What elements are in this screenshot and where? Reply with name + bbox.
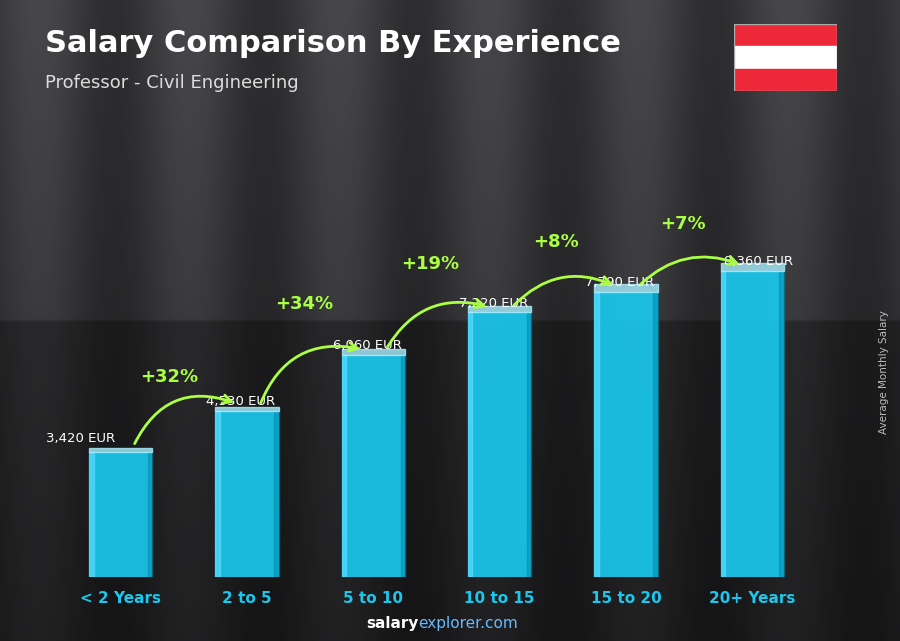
Bar xyxy=(721,271,725,577)
Bar xyxy=(468,312,531,577)
Bar xyxy=(89,452,152,577)
Bar xyxy=(342,349,405,355)
Text: 6,060 EUR: 6,060 EUR xyxy=(333,339,401,352)
Text: 7,220 EUR: 7,220 EUR xyxy=(459,297,528,310)
Text: Professor - Civil Engineering: Professor - Civil Engineering xyxy=(45,74,299,92)
Text: 4,530 EUR: 4,530 EUR xyxy=(206,395,275,408)
Text: explorer.com: explorer.com xyxy=(418,616,518,631)
Bar xyxy=(148,452,152,577)
Bar xyxy=(734,24,837,46)
Bar xyxy=(526,312,531,577)
Bar xyxy=(594,292,598,577)
Bar xyxy=(89,449,152,452)
Text: Average Monthly Salary: Average Monthly Salary xyxy=(878,310,889,434)
Bar xyxy=(721,263,784,271)
Bar xyxy=(653,292,658,577)
Bar xyxy=(215,407,279,411)
Bar xyxy=(342,355,405,577)
Bar xyxy=(779,271,784,577)
Text: +19%: +19% xyxy=(401,255,459,273)
Bar xyxy=(594,285,658,292)
Bar xyxy=(734,46,837,69)
Text: salary: salary xyxy=(366,616,418,631)
Bar xyxy=(274,411,279,577)
Text: 8,360 EUR: 8,360 EUR xyxy=(724,254,793,268)
Text: +34%: +34% xyxy=(274,295,333,313)
Bar xyxy=(400,355,405,577)
Bar xyxy=(594,292,658,577)
Bar xyxy=(721,271,784,577)
Bar xyxy=(468,306,531,312)
Bar xyxy=(215,411,279,577)
Bar xyxy=(468,312,472,577)
Text: Salary Comparison By Experience: Salary Comparison By Experience xyxy=(45,29,621,58)
Text: 7,790 EUR: 7,790 EUR xyxy=(585,276,654,288)
Bar xyxy=(734,69,837,91)
Bar xyxy=(342,355,346,577)
Text: +7%: +7% xyxy=(660,215,706,233)
Text: 3,420 EUR: 3,420 EUR xyxy=(46,432,115,445)
Bar xyxy=(215,411,220,577)
Text: +32%: +32% xyxy=(140,369,198,387)
Text: +8%: +8% xyxy=(534,233,580,251)
Bar xyxy=(89,452,94,577)
